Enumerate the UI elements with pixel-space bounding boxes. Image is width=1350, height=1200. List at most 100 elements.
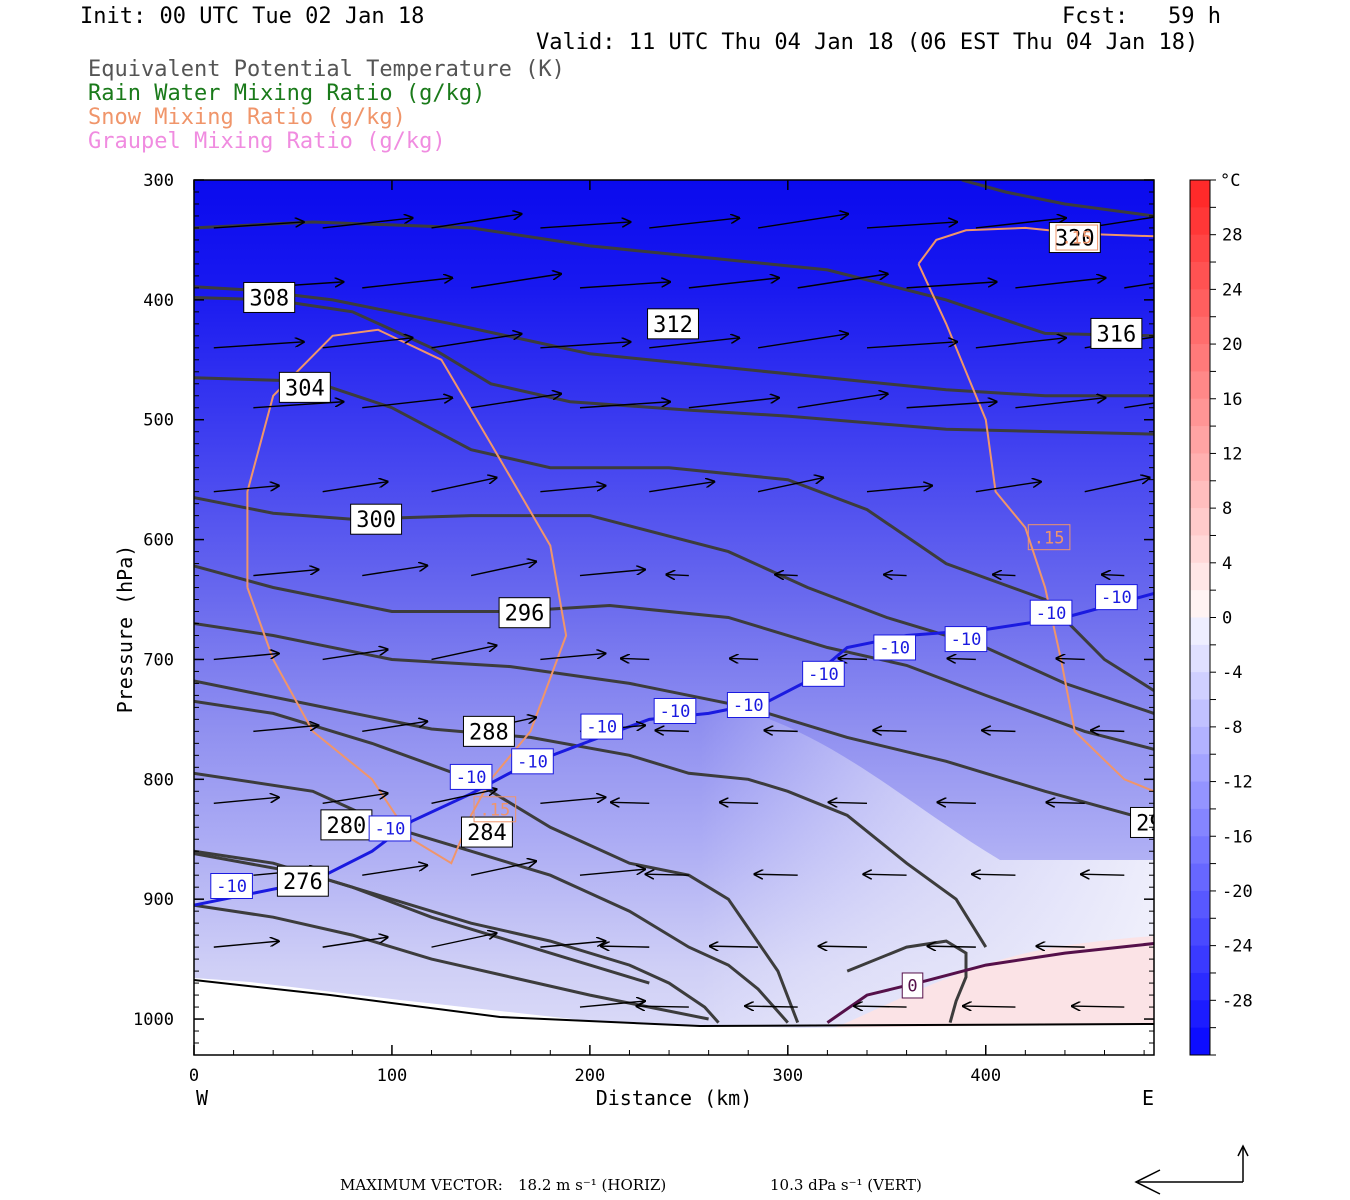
theta-e-label-308: 308 bbox=[243, 281, 296, 313]
wind-vector bbox=[322, 482, 388, 493]
svg-text:300: 300 bbox=[356, 508, 396, 533]
svg-text:-10: -10 bbox=[808, 665, 839, 685]
wind-vector bbox=[253, 570, 318, 577]
theta-e-contour-284 bbox=[194, 699, 800, 1024]
wind-vector bbox=[1015, 278, 1105, 289]
snow-label-1-0: .15 bbox=[1055, 224, 1099, 251]
wind-vector bbox=[1102, 575, 1125, 576]
temperature-label--10-10: -10 bbox=[1095, 584, 1138, 611]
colorbar-label: -12 bbox=[1222, 773, 1253, 793]
colorbar-bin bbox=[1190, 644, 1210, 673]
wind-vector bbox=[431, 478, 497, 493]
wind-vector bbox=[906, 282, 997, 289]
wind-vector bbox=[431, 933, 497, 948]
theta-e-label-300: 300 bbox=[350, 503, 403, 535]
wind-vector bbox=[1036, 946, 1085, 947]
colorbar-bin bbox=[1190, 508, 1210, 536]
svg-text:-10: -10 bbox=[733, 696, 764, 716]
wind-vector bbox=[866, 486, 932, 493]
wind-vector bbox=[948, 658, 976, 659]
wind-vector bbox=[656, 730, 689, 731]
wind-vector bbox=[1072, 1006, 1125, 1007]
wind-vector bbox=[866, 342, 957, 349]
wind-vector bbox=[540, 653, 605, 661]
x-axis-title: Distance (km) bbox=[596, 1086, 753, 1110]
wind-vector bbox=[362, 398, 452, 409]
reference-vector-icon bbox=[1134, 1144, 1249, 1195]
wind-vector bbox=[730, 658, 759, 659]
wind-vector bbox=[863, 874, 907, 875]
theta-e-label-312: 312 bbox=[647, 308, 699, 340]
wind-vector bbox=[866, 222, 957, 229]
colorbar-bin bbox=[1190, 617, 1210, 646]
svg-text:284: 284 bbox=[467, 821, 507, 846]
colorbar-bin bbox=[1190, 207, 1210, 236]
y-tick-label: 300 bbox=[143, 171, 174, 191]
colorbar-bin bbox=[1190, 371, 1210, 400]
svg-text:.15: .15 bbox=[480, 800, 511, 820]
svg-text:0: 0 bbox=[907, 977, 917, 997]
colorbar-label: -16 bbox=[1222, 827, 1253, 847]
colorbar-label: 0 bbox=[1222, 609, 1232, 629]
colorbar-label: 28 bbox=[1222, 226, 1242, 246]
wind-vector bbox=[540, 941, 605, 948]
colorbar-label: -20 bbox=[1222, 882, 1253, 902]
temperature-label--10-9: -10 bbox=[1029, 599, 1073, 626]
wind-vector bbox=[906, 402, 997, 409]
wind-vector bbox=[540, 486, 605, 493]
wind-vector bbox=[938, 802, 976, 803]
svg-text:-10: -10 bbox=[375, 820, 406, 840]
wind-vector bbox=[775, 575, 798, 576]
temperature-label--10-3: -10 bbox=[580, 713, 624, 740]
wind-vector bbox=[649, 218, 739, 229]
colorbar-bin bbox=[1190, 699, 1210, 728]
wind-vector bbox=[1015, 398, 1105, 409]
wind-vector bbox=[963, 1006, 1016, 1007]
svg-text:-10: -10 bbox=[1101, 588, 1132, 608]
x-tick-label: 200 bbox=[575, 1066, 606, 1086]
wind-vector bbox=[213, 797, 279, 804]
wind-vector bbox=[993, 575, 1016, 576]
theta-e-contour-unlabeled-2 bbox=[846, 939, 968, 1024]
svg-text:292: 292 bbox=[1136, 811, 1176, 836]
theta-e-contour-280 bbox=[194, 771, 789, 1024]
terrain-mask bbox=[194, 978, 1154, 1055]
wind-vector bbox=[362, 566, 427, 577]
wind-vector bbox=[471, 274, 561, 289]
colorbar-bin bbox=[1190, 480, 1210, 509]
colorbar-bin bbox=[1190, 781, 1210, 810]
terrain-line bbox=[194, 979, 1154, 1028]
temperature-label--10-8: -10 bbox=[944, 626, 988, 653]
wind-vector bbox=[758, 214, 848, 229]
svg-text:-10: -10 bbox=[517, 752, 548, 772]
wind-vector bbox=[688, 398, 779, 409]
wind-vector bbox=[720, 802, 759, 803]
colorbar-bin bbox=[1190, 890, 1210, 919]
svg-text:-10: -10 bbox=[586, 718, 617, 738]
svg-text:-10: -10 bbox=[951, 630, 982, 650]
colorbar-bin bbox=[1190, 590, 1210, 618]
theta-e-label-296: 296 bbox=[498, 597, 551, 629]
wind-vector bbox=[579, 282, 670, 289]
wind-vector bbox=[540, 797, 605, 804]
forecast-hour: Fcst: 59 h bbox=[1062, 4, 1221, 29]
svg-text:288: 288 bbox=[469, 720, 509, 745]
svg-text:280: 280 bbox=[327, 814, 367, 839]
x-tick-label: 0 bbox=[189, 1066, 199, 1086]
svg-text:-10: -10 bbox=[216, 877, 247, 897]
theta-e-label-276: 276 bbox=[276, 865, 329, 897]
wind-vector bbox=[982, 730, 1016, 731]
wind-vector bbox=[745, 1006, 798, 1007]
colorbar-bin bbox=[1190, 344, 1210, 372]
legend-theta-e: Equivalent Potential Temperature (K) bbox=[88, 57, 565, 82]
svg-text:-10: -10 bbox=[456, 768, 487, 788]
theta-e-contour-296 bbox=[194, 564, 1154, 751]
wind-vector bbox=[322, 793, 388, 804]
wind-vector bbox=[213, 222, 304, 229]
wind-vector bbox=[1081, 874, 1125, 875]
theta-e-label-288: 288 bbox=[462, 715, 515, 747]
wind-vector bbox=[666, 575, 689, 576]
theta-e-contour-292 bbox=[194, 622, 1154, 823]
svg-text:316: 316 bbox=[1097, 322, 1137, 347]
wind-vector bbox=[649, 338, 739, 349]
